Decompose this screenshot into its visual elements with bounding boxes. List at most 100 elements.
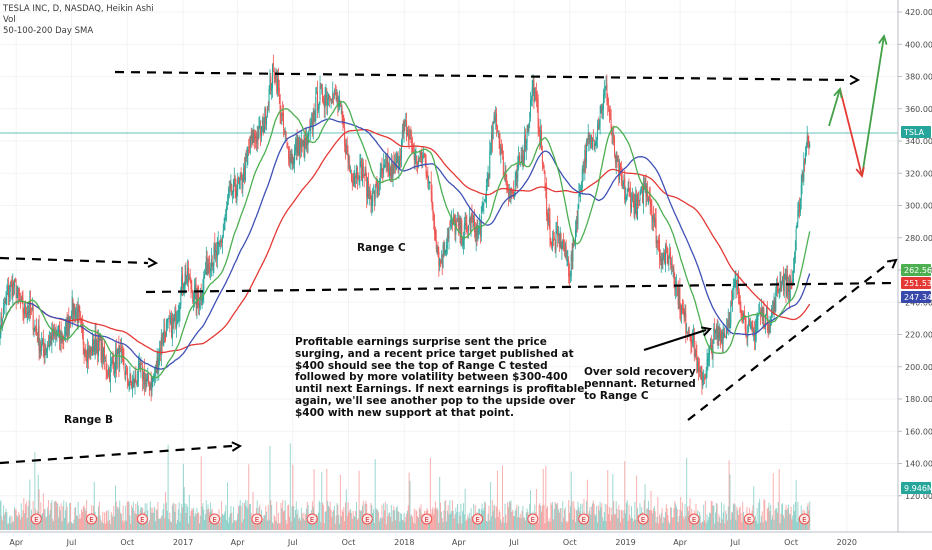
volume-bar <box>512 509 514 530</box>
candle-body <box>527 126 529 132</box>
candle-body <box>105 361 107 372</box>
candle-body <box>82 329 84 345</box>
volume-bar <box>49 509 51 530</box>
candle-body <box>626 188 628 196</box>
candle-body <box>129 374 131 383</box>
candle-body <box>583 169 585 171</box>
candle-body <box>81 318 83 324</box>
earnings-marker-5 <box>306 513 318 525</box>
volume-bar <box>720 522 722 530</box>
x-tick-label-5: Jul <box>287 538 298 547</box>
candle-body <box>625 196 627 202</box>
candle-body <box>170 316 172 322</box>
time-axis[interactable]: Apr Jul Oct 2017 Apr Jul Oct 2018 Apr Jul Oct 2019 A… <box>0 531 932 547</box>
candle-body <box>548 214 550 223</box>
candle-body <box>109 368 111 381</box>
volume-bar <box>316 515 318 530</box>
candle-body <box>600 105 602 114</box>
candle-body <box>656 239 658 244</box>
volume-bar <box>768 502 770 530</box>
candle-body <box>346 144 348 153</box>
candle-body <box>686 330 688 332</box>
volume-bar <box>116 506 118 530</box>
volume-bar <box>686 457 688 530</box>
candle-body <box>405 122 407 124</box>
earnings-marker-1 <box>85 513 97 525</box>
candle-body <box>588 133 590 139</box>
candle-body <box>776 285 778 289</box>
volume-bar <box>81 511 83 530</box>
candle-body <box>209 266 211 270</box>
earnings-marker-14 <box>798 513 810 525</box>
volume-bar <box>275 520 277 530</box>
candle-body <box>769 323 771 328</box>
volume-bar <box>152 507 154 530</box>
candle-body <box>310 122 312 134</box>
volume-bar <box>130 523 132 530</box>
volume-bar <box>671 518 673 530</box>
candle-body <box>537 98 539 129</box>
earnings-note: Profitable earnings surprise sent the pr… <box>295 336 585 419</box>
volume-bar <box>657 496 659 530</box>
projection-down <box>839 88 863 177</box>
volume-bar <box>317 512 319 530</box>
volume-bar <box>460 503 462 530</box>
volume-bar <box>318 500 320 530</box>
candle-body <box>350 170 352 173</box>
volume-bar <box>737 510 739 530</box>
volume-bar <box>43 509 45 530</box>
volume-bar <box>120 513 122 530</box>
volume-bar <box>348 512 350 530</box>
candle-body <box>701 373 703 385</box>
volume-bar <box>793 504 795 530</box>
volume-bar <box>126 501 128 530</box>
candle-body <box>333 93 335 97</box>
volume-bar <box>588 511 590 530</box>
volume-bar <box>361 510 363 530</box>
volume-bar <box>486 521 488 530</box>
symbol-title[interactable]: TESLA INC, D, NASDAQ, Heikin Ashi <box>3 4 154 14</box>
candle-body <box>723 332 725 337</box>
volume-bar <box>373 523 375 530</box>
candle-body <box>439 258 441 267</box>
candle-body <box>547 217 549 224</box>
candle-body <box>154 373 156 377</box>
candle-body <box>594 144 596 152</box>
candle-body <box>784 272 786 280</box>
candle-body <box>249 135 251 148</box>
candle-body <box>635 195 637 204</box>
candle-body <box>781 285 783 289</box>
volume-bar <box>679 509 681 530</box>
volume-bar <box>689 498 691 530</box>
volume-indicator-label[interactable]: Vol <box>3 15 16 25</box>
volume-bar <box>114 516 116 530</box>
candle-body <box>529 120 531 124</box>
x-tick-label-8: Apr <box>452 538 467 547</box>
volume-bar <box>37 474 39 530</box>
candle-body <box>477 230 479 233</box>
earnings-marker-label-4: E <box>255 516 259 524</box>
candle-body <box>65 322 67 328</box>
price-axis[interactable]: 120.00140.00160.00180.00200.00220.00240.… <box>897 0 932 532</box>
candle-body <box>136 382 138 385</box>
volume-bar <box>345 489 347 530</box>
candle-body <box>542 161 544 168</box>
volume-bar <box>46 516 48 530</box>
candle-body <box>415 152 417 154</box>
volume-bar <box>432 507 434 530</box>
candle-body <box>202 289 204 300</box>
sma-indicator-label[interactable]: 50-100-200 Day SMA <box>3 26 94 36</box>
candle-body <box>9 283 11 292</box>
candle-body <box>220 241 222 243</box>
volume-bar <box>122 505 124 530</box>
candle-body <box>271 64 273 88</box>
candle-body <box>642 183 644 206</box>
volume-bar <box>98 506 100 530</box>
volume-bar <box>770 504 772 530</box>
volume-bar <box>303 512 305 530</box>
candle-body <box>384 164 386 168</box>
candle-body <box>211 262 213 266</box>
volume-bar <box>547 521 549 530</box>
volume-bar <box>536 515 538 530</box>
